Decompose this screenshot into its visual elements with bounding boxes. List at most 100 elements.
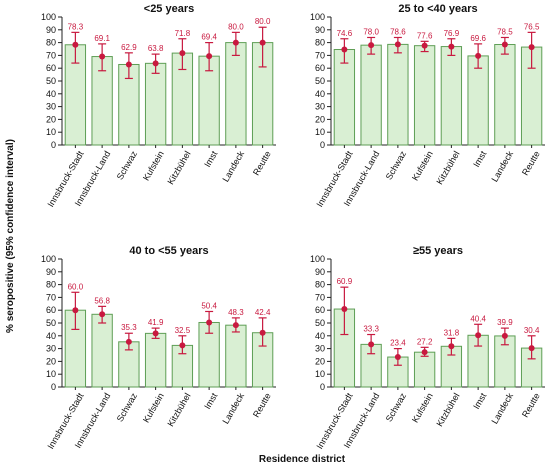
panel-1-value-label: 80.0 [255, 17, 271, 26]
panel-3-value-label: 48.3 [228, 308, 244, 317]
panel-1-y-tick-label: 20 [46, 114, 56, 124]
panel-2-value-label: 76.9 [444, 29, 460, 38]
panel-4-value-label: 39.9 [497, 318, 513, 327]
panel-4-y-tick-label: 90 [315, 267, 325, 277]
panel-3-x-tick-label: Kufstein [141, 391, 166, 424]
panel-2-bar [494, 44, 516, 146]
panel-2-y-tick-label: 40 [315, 89, 325, 99]
panel-1-y-tick-label: 100 [41, 12, 56, 22]
panel-3-value-label: 41.9 [148, 318, 164, 327]
y-axis-title: % seropositive (95% confidence interval) [5, 139, 16, 333]
panel-2-point [394, 41, 401, 48]
panel-3-value-label: 32.5 [175, 326, 191, 335]
panel-4-x-tick-label: Schwaz [384, 391, 409, 424]
panel-3-y-tick-label: 80 [46, 280, 56, 290]
panel-3-y-tick-label: 90 [46, 267, 56, 277]
panel-3-value-label: 60.0 [68, 282, 84, 291]
panel-1-y-tick-label: 60 [46, 63, 56, 73]
panel-1-y-tick-label: 50 [46, 76, 56, 86]
panel-2-bar [440, 46, 463, 146]
panel-4-point [421, 349, 428, 356]
panel-2-bar [413, 45, 436, 146]
panel-1-value-label: 71.8 [175, 29, 191, 38]
panel-2-y-tick-label: 100 [310, 12, 325, 22]
panel-3-point [99, 311, 106, 318]
panel-3-y-tick-label: 60 [46, 305, 56, 315]
panel-2-y-tick-label: 50 [315, 76, 325, 86]
panel-3-point [259, 329, 266, 336]
panel-4-point [528, 345, 535, 352]
panel-4-point [501, 332, 508, 339]
panel-4-value-label: 33.3 [363, 325, 379, 334]
panel-4-point [394, 354, 401, 361]
panel-2-point [475, 52, 482, 59]
panel-1-point [125, 61, 132, 68]
panel-4-title: ≥55 years [413, 245, 463, 257]
panel-1-y-tick-label: 10 [46, 127, 56, 137]
panel-1-point [152, 60, 159, 67]
panel-3-y-tick-label: 40 [46, 331, 56, 341]
panel-1-value-label: 80.0 [228, 22, 244, 31]
panel-2-point [528, 44, 535, 51]
panel-2-point [448, 43, 455, 50]
panel-2-y-tick-label: 60 [315, 63, 325, 73]
panel-3-point [179, 342, 186, 349]
panel-2-y-tick-label: 80 [315, 38, 325, 48]
panel-2-value-label: 74.6 [337, 29, 353, 38]
panel-4-value-label: 60.9 [337, 277, 353, 286]
panel-1-value-label: 63.8 [148, 44, 164, 53]
panel-2-y-tick-label: 30 [315, 102, 325, 112]
panel-2-x-tick-label: Imst [471, 149, 488, 169]
panel-1-value-label: 62.9 [121, 43, 137, 52]
panel-1-x-tick-label: Kitzbühel [165, 149, 192, 186]
panel-1-point [259, 39, 266, 46]
panel-3-value-label: 50.4 [201, 301, 217, 310]
panel-3-bar [91, 313, 113, 388]
panel-1-value-label: 78.3 [68, 22, 84, 31]
panel-2-value-label: 76.5 [524, 22, 540, 31]
panel-1-x-tick-label: Landeck [220, 149, 246, 184]
panel-4-bar [413, 351, 436, 388]
panel-3-point [232, 322, 239, 329]
panel-4-value-label: 30.4 [524, 326, 540, 335]
panel-4-x-tick-label: Imst [471, 391, 488, 411]
panel-3-bar [144, 332, 167, 388]
panel-1-value-label: 69.1 [94, 34, 110, 43]
panel-1-y-tick-label: 90 [46, 25, 56, 35]
panel-2-x-tick-label: Kitzbühel [434, 149, 461, 186]
panel-2-x-tick-label: Landeck [489, 149, 515, 184]
panel-2-x-tick-label: Kufstein [410, 149, 435, 182]
panel-1-y-tick-label: 40 [46, 89, 56, 99]
panel-3-value-label: 56.8 [94, 296, 110, 305]
panel-2-value-label: 78.5 [497, 27, 513, 36]
panel-1-y-tick-label: 30 [46, 102, 56, 112]
panel-3-x-tick-label: Schwaz [115, 391, 140, 424]
panel-4-point [368, 341, 375, 348]
panel-4-y-tick-label: 0 [320, 382, 325, 392]
panel-2-y-tick-label: 20 [315, 114, 325, 124]
panel-1-point [206, 53, 213, 60]
panel-2-y-tick-label: 10 [315, 127, 325, 137]
panel-2-y-tick-label: 70 [315, 50, 325, 60]
panel-3-y-tick-label: 70 [46, 292, 56, 302]
panel-2-point [501, 41, 508, 48]
panel-4-x-tick-label: Reutte [520, 391, 542, 419]
panel-4-y-tick-label: 100 [310, 254, 325, 264]
panel-1-value-label: 69.4 [201, 33, 217, 42]
panel-4-value-label: 27.2 [417, 337, 433, 346]
panel-4-y-tick-label: 60 [315, 305, 325, 315]
panel-2-y-tick-label: 90 [315, 25, 325, 35]
panel-4-x-tick-label: Kitzbühel [434, 391, 461, 428]
panel-2-point [341, 46, 348, 53]
panel-2-x-tick-label: Schwaz [384, 149, 409, 182]
panel-1-y-tick-label: 0 [51, 140, 56, 150]
panel-4-point [448, 343, 455, 350]
panel-4-x-tick-label: Kufstein [410, 391, 435, 424]
panel-3-y-tick-label: 100 [41, 254, 56, 264]
panel-2-bar [360, 44, 382, 146]
panel-4-y-tick-label: 50 [315, 318, 325, 328]
panel-3-point [206, 319, 213, 326]
panel-2-point [368, 42, 375, 49]
panel-2-x-tick-label: Reutte [520, 149, 542, 177]
x-axis-title: Residence district [259, 454, 346, 465]
